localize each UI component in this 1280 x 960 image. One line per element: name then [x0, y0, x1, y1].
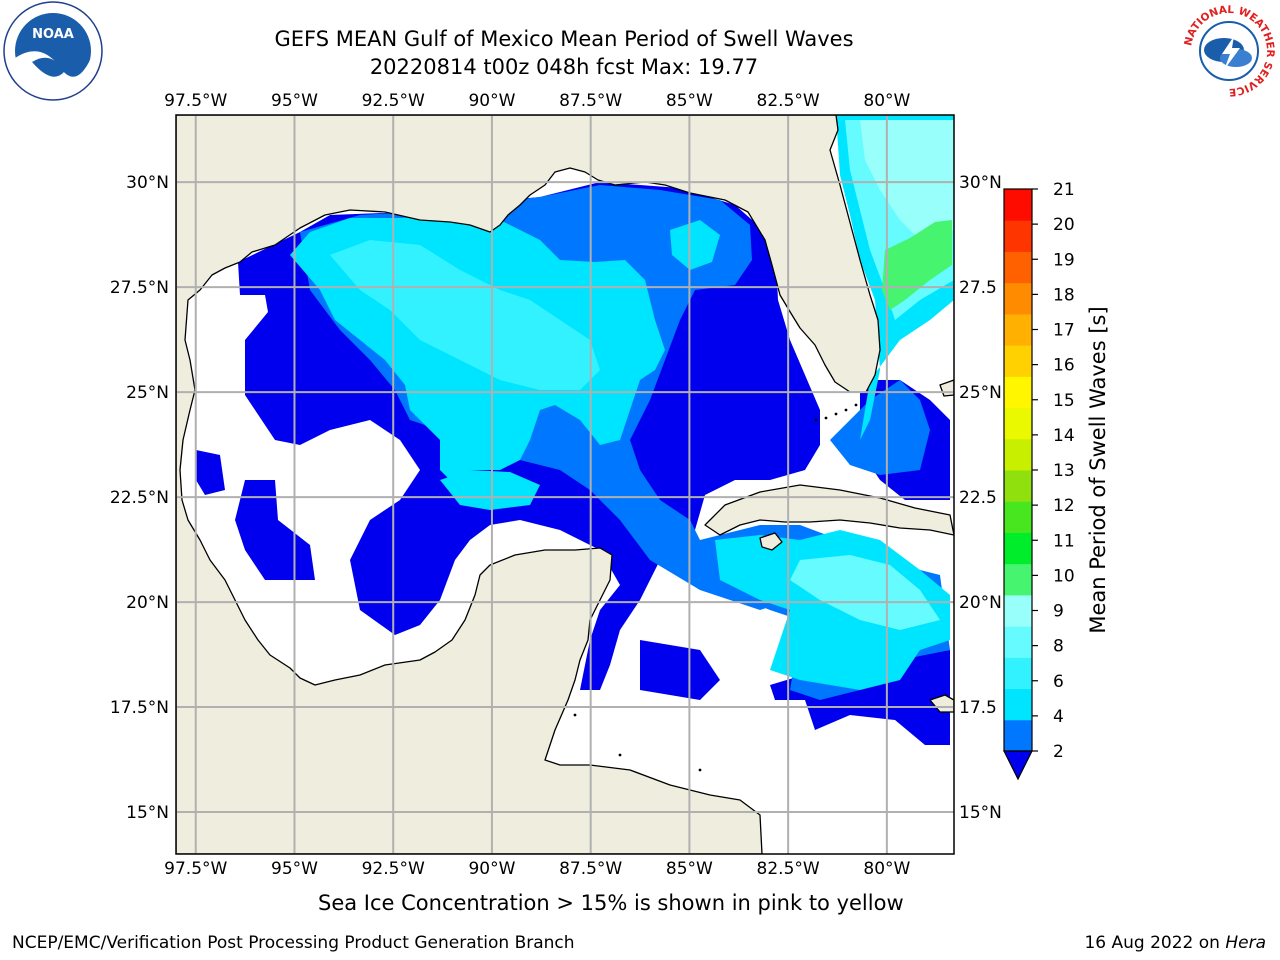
lat-label-right: 27.5 — [959, 278, 997, 298]
colorbar-label: Mean Period of Swell Waves [s] — [1086, 306, 1110, 633]
svg-text:NOAA: NOAA — [32, 27, 74, 42]
colorbar-tick-label: 15 — [1053, 391, 1075, 411]
lon-label-top: 92.5°W — [362, 91, 425, 111]
lon-label-bottom: 90°W — [468, 859, 515, 879]
lon-label-top: 85°W — [666, 91, 713, 111]
lat-label-right: 30°N — [959, 173, 1002, 193]
lat-label-left: 20°N — [126, 593, 169, 613]
colorbar-tick-label: 12 — [1053, 496, 1075, 516]
lat-label-right: 25°N — [959, 383, 1002, 403]
noaa-logo-icon: NOAA — [3, 1, 103, 101]
map-frame — [175, 114, 955, 855]
colorbar-tick-label: 9 — [1053, 602, 1064, 622]
lat-labels-right: 30°N 27.5 25°N 22.5 20°N 17.5 15°N — [959, 173, 1002, 823]
lon-label-bottom: 92.5°W — [362, 859, 425, 879]
colorbar-tick-label: 19 — [1053, 250, 1075, 270]
lat-label-right: 15°N — [959, 803, 1002, 823]
lat-label-left: 27.5°N — [110, 278, 169, 298]
colorbar-segment — [1004, 438, 1032, 471]
lat-label-left: 17.5°N — [110, 698, 169, 718]
colorbar-tick-label: 4 — [1053, 707, 1064, 727]
graticule — [176, 115, 954, 854]
colorbar-tick-label: 14 — [1053, 426, 1075, 446]
colorbar-segment — [1004, 563, 1032, 596]
lat-label-left: 15°N — [126, 803, 169, 823]
figure-title: GEFS MEAN Gulf of Mexico Mean Period of … — [274, 27, 854, 51]
lon-label-bottom: 80°W — [863, 859, 910, 879]
figure-subtitle: 20220814 t00z 048h fcst Max: 19.77 — [369, 55, 759, 79]
footer-date: 16 Aug 2022 on Hera — [1084, 933, 1266, 953]
colorbar-tick-label: 11 — [1053, 531, 1075, 551]
footer-credit: NCEP/EMC/Verification Post Processing Pr… — [12, 933, 575, 953]
lon-label-top: 97.5°W — [164, 91, 227, 111]
swell-field — [176, 115, 954, 854]
sea-ice-note: Sea Ice Concentration > 15% is shown in … — [318, 891, 904, 915]
colorbar-segment — [1004, 251, 1032, 284]
lon-label-bottom: 87.5°W — [559, 859, 622, 879]
colorbar: 2 4 6 8 9 10 11 12 13 14 15 16 17 18 19 20 21 — [1003, 180, 1075, 781]
colorbar-tick-label: 20 — [1053, 215, 1075, 235]
colorbar-segment — [1004, 407, 1032, 440]
colorbar-segment — [1004, 626, 1032, 658]
colorbar-segment — [1004, 657, 1032, 690]
lat-label-right: 22.5 — [959, 488, 997, 508]
colorbar-tick-label: 2 — [1053, 742, 1064, 762]
lon-label-top: 82.5°W — [757, 91, 820, 111]
colorbar-tick-label: 10 — [1053, 566, 1075, 586]
colorbar-segment — [1004, 532, 1032, 565]
colorbar-segment — [1004, 719, 1032, 752]
lat-label-right: 20°N — [959, 593, 1002, 613]
colorbar-tick-label: 6 — [1053, 672, 1064, 692]
lat-label-right: 17.5 — [959, 698, 997, 718]
colorbar-segment — [1004, 501, 1032, 533]
map-area — [176, 115, 954, 854]
lon-label-bottom: 82.5°W — [757, 859, 820, 879]
colorbar-segment — [1004, 688, 1032, 721]
lat-label-left: 22.5°N — [110, 488, 169, 508]
colorbar-tick-label: 17 — [1053, 321, 1075, 341]
lon-labels-bottom: 97.5°W 95°W 92.5°W 90°W 87.5°W 85°W 82.5°W 80°W — [164, 859, 910, 879]
colorbar-segment — [1004, 345, 1032, 377]
lon-label-top: 90°W — [468, 91, 515, 111]
lon-label-top: 80°W — [863, 91, 910, 111]
colorbar-segment — [1004, 313, 1032, 346]
lat-labels-left: 30°N 27.5°N 25°N 22.5°N 20°N 17.5°N 15°N — [110, 173, 169, 823]
colorbar-tick-label: 16 — [1053, 356, 1075, 376]
lon-label-bottom: 97.5°W — [164, 859, 227, 879]
lat-label-left: 25°N — [126, 383, 169, 403]
colorbar-tick-label: 8 — [1053, 637, 1064, 657]
colorbar-segment — [1004, 594, 1032, 627]
lon-label-bottom: 85°W — [666, 859, 713, 879]
colorbar-segment — [1004, 220, 1032, 252]
lon-labels-top: 97.5°W 95°W 92.5°W 90°W 87.5°W 85°W 82.5°W 80°W — [164, 91, 910, 111]
colorbar-tick-label: 21 — [1053, 180, 1075, 200]
lon-label-top: 95°W — [271, 91, 318, 111]
colorbar-segment — [1004, 376, 1032, 409]
colorbar-segment — [1004, 282, 1032, 315]
colorbar-segment — [1004, 189, 1032, 221]
footer-host: Hera — [1225, 933, 1266, 953]
colorbar-tick-label: 18 — [1053, 285, 1075, 305]
footer-date-text: 16 Aug 2022 on — [1084, 933, 1226, 953]
islands — [573, 403, 858, 772]
lat-label-left: 30°N — [126, 173, 169, 193]
colorbar-under-triangle — [1003, 750, 1033, 781]
lon-label-top: 87.5°W — [559, 91, 622, 111]
colorbar-tick-label: 13 — [1053, 461, 1075, 481]
colorbar-segment — [1004, 470, 1032, 502]
nws-logo-icon: NATIONAL WEATHER SERVICE — [1181, 3, 1277, 99]
lon-label-bottom: 95°W — [271, 859, 318, 879]
